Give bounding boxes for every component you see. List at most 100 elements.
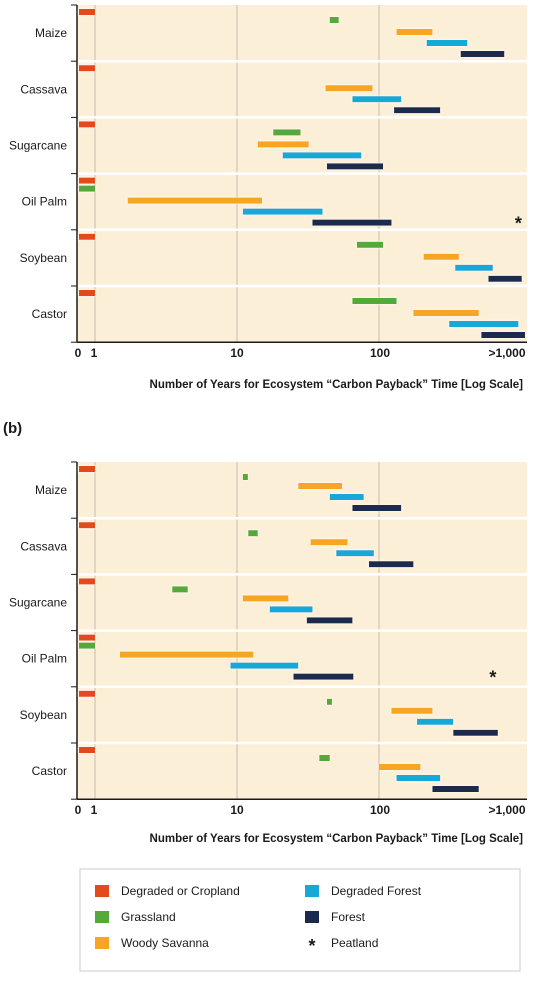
bar-soybean-degraded-or-cropland (79, 690, 95, 697)
bar-sugarcane-grassland (172, 586, 188, 593)
bar-soybean-degraded-forest (417, 718, 454, 725)
bar-sugarcane-degraded-or-cropland (79, 578, 95, 585)
bar-castor-woody-savanna (413, 310, 479, 316)
bar-maize-grassland (329, 17, 339, 23)
panel-a: Maize Cassava Sugarcane Oil Palm Soybean Cast… (9, 4, 527, 391)
category-label-maize: Maize (35, 483, 67, 497)
x-tick-label: 10 (230, 346, 244, 360)
legend-box (79, 868, 521, 972)
bar-cassava-degraded-or-cropland (79, 522, 95, 529)
bar-castor-degraded-forest (449, 321, 519, 327)
category-label-cassava: Cassava (20, 82, 67, 96)
x-tick-label: 100 (370, 803, 390, 817)
bar-maize-degraded-forest (329, 494, 364, 500)
bar-castor-degraded-forest (396, 775, 441, 781)
peatland-marker: * (489, 668, 496, 688)
bar-sugarcane-degraded-or-cropland (79, 121, 95, 128)
bar-castor-forest (481, 332, 525, 338)
category-label-soybean: Soybean (20, 708, 67, 722)
bar-soybean-grassland (357, 241, 384, 248)
bar-maize-degraded-forest (426, 40, 468, 46)
bar-cassava-woody-savanna (310, 539, 348, 546)
x-tick-label: 0 (75, 346, 82, 360)
legend-label-woody-savanna: Woody Savanna (121, 936, 209, 950)
legend-label-degraded-or-cropland: Degraded or Cropland (121, 884, 240, 898)
bar-sugarcane-forest (306, 617, 353, 624)
x-tick-label: 0 (75, 803, 82, 817)
bar-soybean-grassland (326, 698, 332, 705)
legend-label-peatland: Peatland (331, 936, 378, 950)
category-label-oil-palm: Oil Palm (22, 652, 67, 666)
bar-cassava-grassland (248, 530, 258, 537)
bar-cassava-degraded-forest (336, 550, 374, 557)
bar-sugarcane-degraded-forest (269, 606, 313, 613)
bar-oil-palm-degraded-or-cropland (79, 634, 95, 641)
bar-soybean-forest (453, 729, 498, 736)
bar-castor-degraded-or-cropland (79, 747, 95, 753)
peatland-marker: * (515, 214, 522, 234)
bar-castor-woody-savanna (379, 764, 421, 770)
legend-peatland-icon: * (308, 936, 315, 956)
x-tick-label: 1 (91, 346, 98, 360)
category-label-sugarcane: Sugarcane (9, 596, 67, 610)
legend-label-forest: Forest (331, 910, 366, 924)
bar-oil-palm-degraded-forest (230, 662, 299, 669)
bar-cassava-degraded-forest (352, 96, 402, 103)
panel-label: (b) (3, 420, 22, 437)
bar-sugarcane-woody-savanna (257, 141, 309, 148)
panel-b: (b) Maize Cassava Sugarcane Oil Palm Soybean C… (3, 420, 527, 845)
legend: Degraded or Cropland Grassland Woody Savan… (79, 868, 521, 972)
x-tick-label: 100 (370, 346, 390, 360)
bar-maize-forest (352, 505, 402, 511)
bar-castor-forest (432, 786, 479, 792)
bar-oil-palm-degraded-forest (242, 208, 323, 215)
bar-castor-grassland (319, 755, 330, 761)
bar-oil-palm-grassland (79, 185, 95, 192)
bar-cassava-forest (368, 561, 414, 568)
bar-soybean-degraded-forest (455, 264, 493, 271)
bar-castor-degraded-or-cropland (79, 290, 95, 296)
bar-oil-palm-forest (312, 219, 392, 226)
bar-oil-palm-degraded-or-cropland (79, 177, 95, 184)
bar-oil-palm-grassland (79, 642, 95, 649)
category-label-oil-palm: Oil Palm (22, 195, 67, 209)
x-tick-label: >1,000 (488, 803, 525, 817)
category-label-cassava: Cassava (20, 539, 67, 553)
category-label-maize: Maize (35, 26, 67, 40)
bar-cassava-degraded-or-cropland (79, 65, 95, 72)
legend-label-grassland: Grassland (121, 910, 176, 924)
bar-maize-grassland (242, 474, 248, 480)
bar-soybean-degraded-or-cropland (79, 233, 95, 240)
bar-maize-woody-savanna (396, 29, 433, 35)
bar-maize-degraded-or-cropland (79, 466, 95, 472)
bar-soybean-woody-savanna (391, 707, 433, 714)
bar-sugarcane-woody-savanna (242, 595, 289, 602)
bar-maize-woody-savanna (298, 483, 343, 489)
legend-swatch-woody-savanna (95, 937, 109, 949)
x-axis-label: Number of Years for Ecosystem “Carbon Pa… (150, 833, 524, 845)
category-label-sugarcane: Sugarcane (9, 139, 67, 153)
legend-swatch-degraded-or-cropland (95, 885, 109, 897)
bar-maize-degraded-or-cropland (79, 9, 95, 15)
bar-soybean-forest (488, 275, 522, 282)
legend-label-degraded-forest: Degraded Forest (331, 884, 422, 898)
legend-swatch-forest (305, 911, 319, 923)
bar-cassava-woody-savanna (325, 85, 373, 92)
legend-swatch-degraded-forest (305, 885, 319, 897)
bar-sugarcane-degraded-forest (282, 152, 362, 159)
bar-maize-forest (460, 51, 505, 57)
category-label-castor: Castor (32, 307, 67, 321)
bar-castor-grassland (352, 298, 397, 304)
x-tick-label: 1 (91, 803, 98, 817)
bar-sugarcane-forest (326, 163, 384, 170)
bar-oil-palm-forest (293, 673, 354, 680)
x-axis-label: Number of Years for Ecosystem “Carbon Pa… (150, 379, 524, 391)
bar-soybean-woody-savanna (423, 253, 459, 260)
x-tick-label: >1,000 (488, 346, 525, 360)
bar-sugarcane-grassland (273, 129, 301, 136)
bar-oil-palm-woody-savanna (127, 197, 263, 204)
bar-cassava-forest (394, 107, 441, 114)
bar-oil-palm-woody-savanna (120, 651, 254, 658)
category-label-castor: Castor (32, 764, 67, 778)
